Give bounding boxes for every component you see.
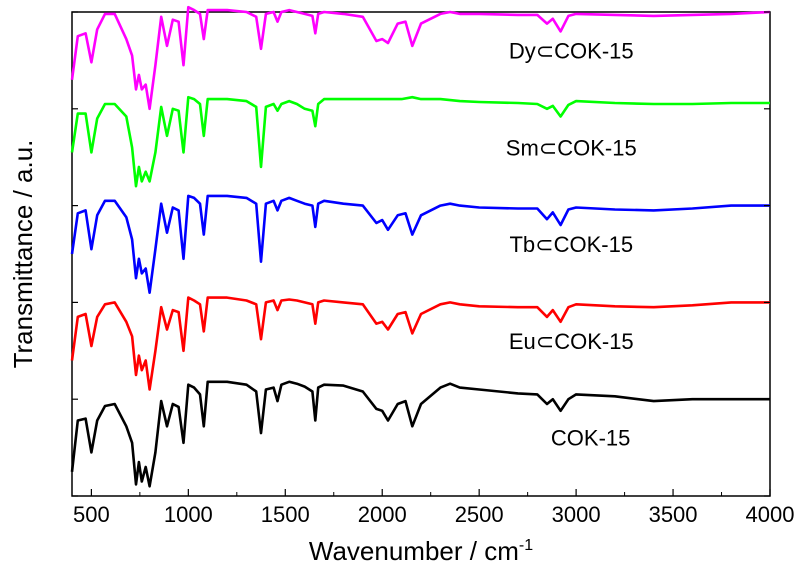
series-line-dy xyxy=(70,5,771,111)
x-tick-label: 1000 xyxy=(164,502,213,527)
x-tick-label: 3000 xyxy=(552,502,601,527)
series-line-eu xyxy=(70,296,770,391)
series-label-prefix: Dy xyxy=(509,38,536,63)
subset-symbol: ⊂ xyxy=(536,329,554,354)
series-line-sm xyxy=(70,95,770,188)
series-layer xyxy=(70,5,771,488)
x-tick-label: 500 xyxy=(73,502,110,527)
series-labels: COK-15Eu⊂COK-15Tb⊂COK-15Sm⊂COK-15Dy⊂COK-… xyxy=(506,38,637,450)
x-axis-title-text: Wavenumber / cm xyxy=(309,536,519,566)
series-label-tb: Tb⊂COK-15 xyxy=(509,232,633,257)
x-tick-label: 2500 xyxy=(455,502,504,527)
series-line-tb xyxy=(70,194,770,294)
x-tick-label: 4000 xyxy=(746,502,795,527)
series-label-prefix: Eu xyxy=(509,329,536,354)
series-label-eu: Eu⊂COK-15 xyxy=(509,329,634,354)
x-tick-label: 2000 xyxy=(358,502,407,527)
x-axis-ticks: 500 1000 1500 2000 2500 3000 3500 4000 xyxy=(73,489,794,527)
subset-symbol: ⊂ xyxy=(539,135,557,160)
subset-symbol: ⊂ xyxy=(535,232,553,257)
x-axis-title: Wavenumber / cm-1 xyxy=(309,536,533,566)
x-axis-title-superscript: -1 xyxy=(519,537,533,554)
series-label-dy: Dy⊂COK-15 xyxy=(509,38,634,63)
series-label-prefix: Tb xyxy=(509,232,535,257)
x-tick-label: 3500 xyxy=(649,502,698,527)
series-label-base: COK-15 xyxy=(551,426,630,451)
subset-symbol: ⊂ xyxy=(536,38,554,63)
series-label-name: COK-15 xyxy=(554,38,633,63)
series-label-name: COK-15 xyxy=(554,232,633,257)
y-axis-ticks xyxy=(72,11,770,497)
series-label-prefix: Sm xyxy=(506,135,539,160)
x-tick-label: 1500 xyxy=(261,502,310,527)
series-line-base xyxy=(70,380,770,488)
series-label-name: COK-15 xyxy=(557,135,636,160)
y-axis-title: Transmittance / a.u. xyxy=(8,140,38,369)
series-label-name: COK-15 xyxy=(554,329,633,354)
plot-frame xyxy=(71,11,771,497)
series-label-sm: Sm⊂COK-15 xyxy=(506,135,637,160)
